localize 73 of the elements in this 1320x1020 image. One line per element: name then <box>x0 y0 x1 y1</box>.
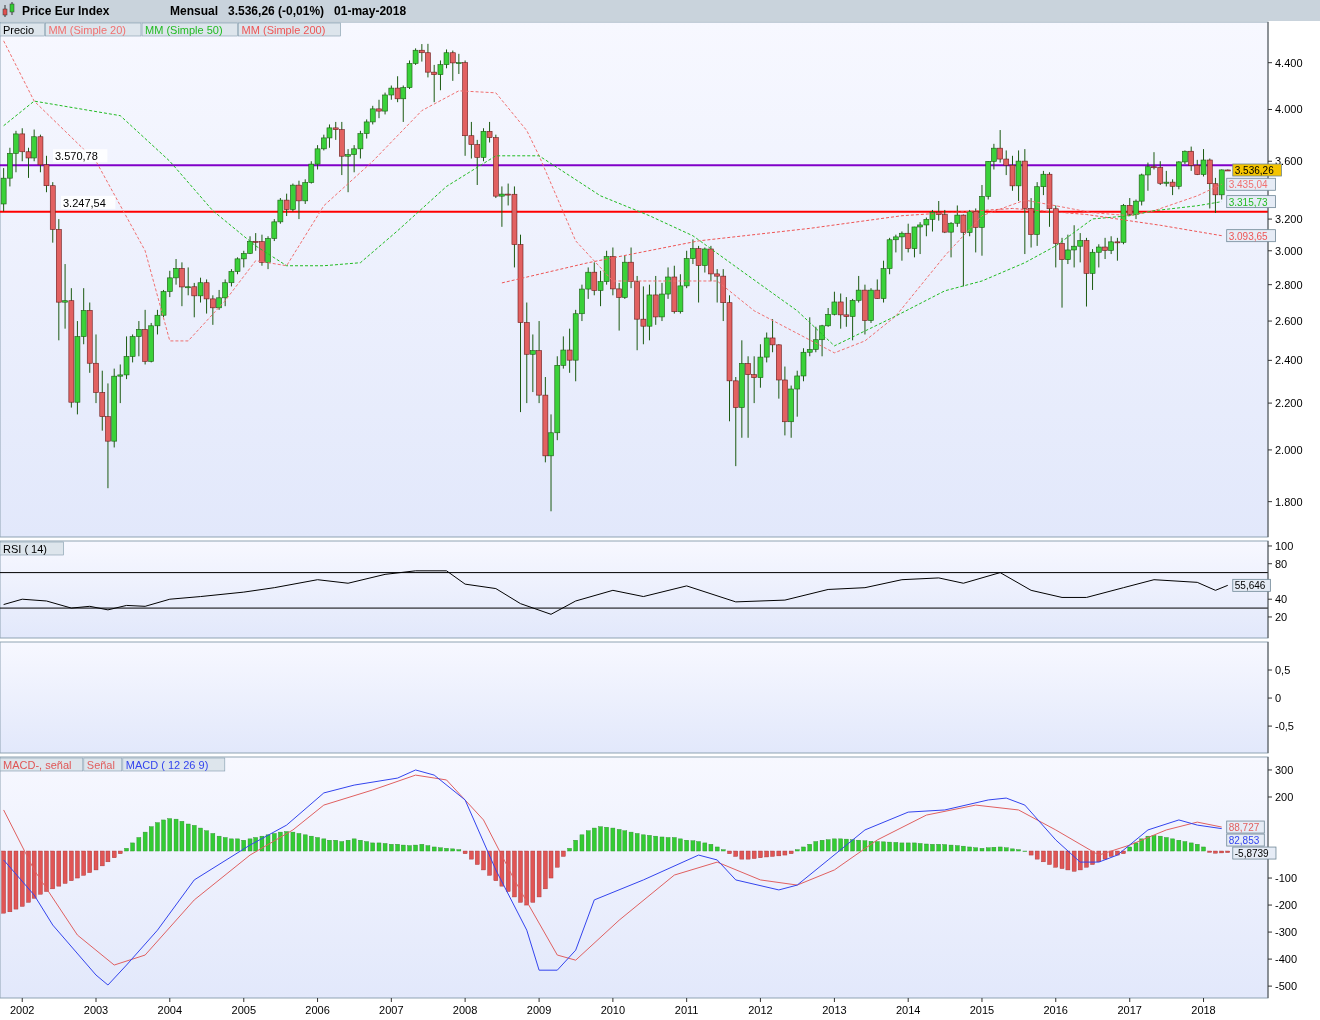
y-tick-label: 2.200 <box>1275 397 1303 410</box>
y-tick-label: 0 <box>1275 692 1282 705</box>
data-label: 55,646 <box>1234 580 1266 592</box>
data-label: 3.315,73 <box>1228 196 1269 208</box>
candlestick <box>702 247 708 274</box>
legend-title: Precio <box>3 23 35 36</box>
y-tick-label: 80 <box>1275 557 1288 570</box>
x-tick-label: 2008 <box>452 1004 478 1016</box>
data-label: 3.435,04 <box>1228 179 1269 191</box>
x-tick-label: 2010 <box>600 1004 626 1016</box>
x-tick-label: 2007 <box>379 1004 404 1016</box>
x-tick-label: 2009 <box>526 1004 552 1016</box>
candlestick <box>966 209 973 237</box>
x-tick-label: 2004 <box>157 1004 183 1016</box>
data-label: 88,727 <box>1228 822 1260 834</box>
candlestick <box>456 53 462 75</box>
y-tick-label: 3.200 <box>1275 213 1303 226</box>
x-tick-label: 2006 <box>305 1004 330 1016</box>
y-tick-label: 3.000 <box>1275 244 1303 257</box>
y-tick-label: -300 <box>1275 926 1298 939</box>
x-tick-label: 2014 <box>895 1004 921 1016</box>
line-series <box>3 40 1223 354</box>
y-tick-label: 200 <box>1275 790 1294 803</box>
x-tick-label: 2013 <box>822 1004 847 1016</box>
chart-title: Price Eur Index <box>22 4 110 18</box>
y-tick-label: -100 <box>1275 872 1298 885</box>
y-tick-label: 2.600 <box>1275 315 1303 328</box>
y-tick-label: 300 <box>1275 763 1294 776</box>
candlestick <box>31 129 37 162</box>
x-tick-label: 2005 <box>231 1004 257 1016</box>
x-tick-label: 2012 <box>748 1004 773 1016</box>
candlestick <box>185 266 191 296</box>
text: MM (Simple 200) <box>241 23 326 36</box>
ref-line-label: 3.570,78 <box>55 150 98 163</box>
y-tick-label: 1.800 <box>1275 495 1303 508</box>
x-tick-label: 2011 <box>674 1004 699 1016</box>
y-tick-label: 2.800 <box>1275 278 1303 291</box>
x-tick-label: 2015 <box>969 1004 995 1016</box>
annotation: -5,8739 <box>1234 848 1270 860</box>
y-tick-label: -500 <box>1275 980 1298 993</box>
data-label: 3.093,65 <box>1228 230 1269 242</box>
text: RSI ( 14) <box>3 542 48 555</box>
ref-line-label: 3.247,54 <box>63 196 106 209</box>
candlestick <box>62 263 68 330</box>
x-tick-label: 2018 <box>1191 1004 1216 1016</box>
y-tick-label: 2.400 <box>1275 354 1303 367</box>
text: MM (Simple 20) <box>48 23 127 36</box>
x-tick-label: 2003 <box>83 1004 109 1016</box>
candlestick <box>1200 148 1207 177</box>
candlestick <box>530 333 536 393</box>
y-tick-label: 2.000 <box>1275 443 1303 456</box>
line-series <box>3 100 1223 347</box>
y-tick-label: 4.000 <box>1275 103 1303 116</box>
y-tick-label: -400 <box>1275 953 1298 966</box>
y-tick-label: 4.400 <box>1275 56 1303 69</box>
data-label: 82,853 <box>1228 835 1260 847</box>
text: MACD ( 12 26 9) <box>125 758 209 771</box>
y-tick-label: -0,5 <box>1275 720 1294 733</box>
y-tick-label: 40 <box>1275 593 1288 606</box>
y-tick-label: -200 <box>1275 899 1298 912</box>
text: MM (Simple 50) <box>145 23 223 36</box>
candlestick <box>499 185 505 228</box>
y-tick-label: 20 <box>1275 610 1288 623</box>
candlestick <box>197 277 204 304</box>
x-tick-label: 2017 <box>1117 1004 1142 1016</box>
annotation: 3.536,26 <box>1234 165 1275 177</box>
x-tick-label: 2016 <box>1043 1004 1068 1016</box>
text: Señal <box>86 758 115 771</box>
text: MACD-, señal <box>3 758 72 771</box>
chart-subtitle: Mensual 3.536,26 (-0,01%) 01-may-2018 <box>170 4 407 18</box>
y-tick-label: 100 <box>1275 539 1294 552</box>
y-tick-label: 0,5 <box>1275 664 1291 677</box>
x-tick-label: 2002 <box>9 1004 35 1016</box>
